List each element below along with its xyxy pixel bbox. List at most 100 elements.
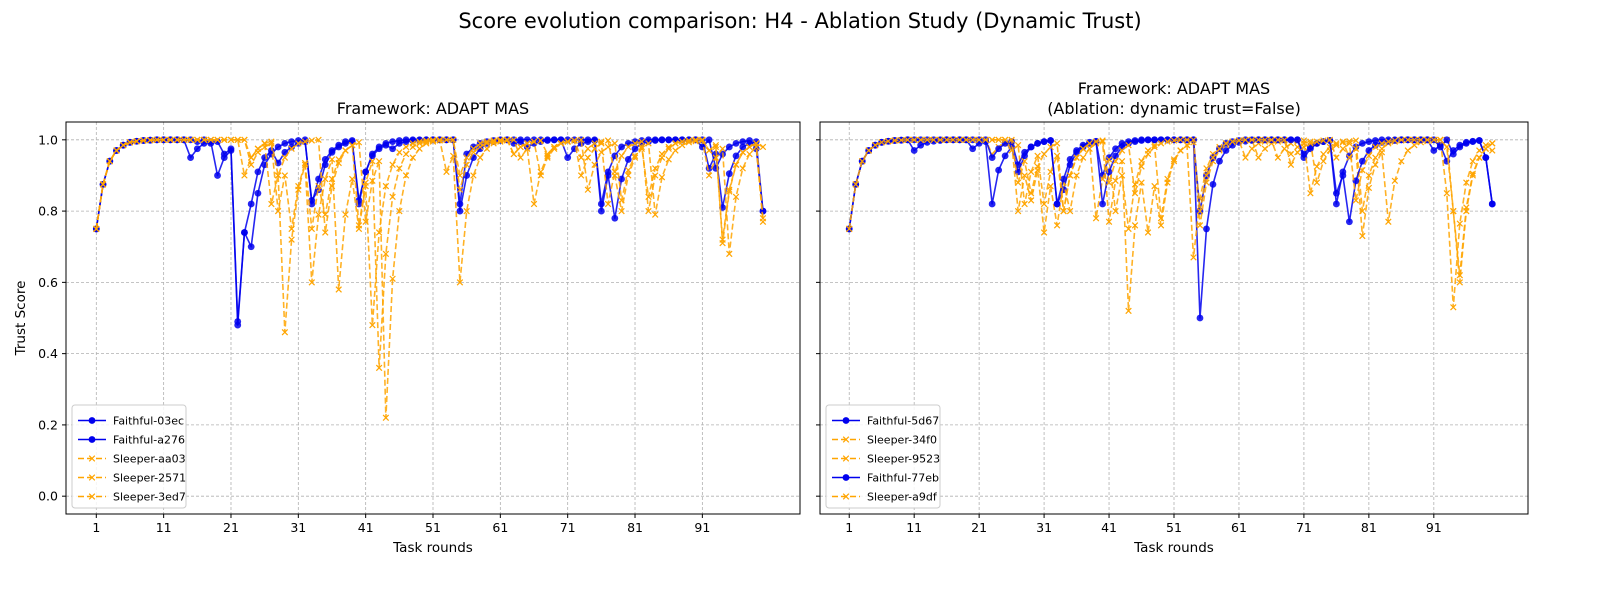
legend-label: Sleeper-34f0 — [867, 434, 937, 447]
x-tick-label: 51 — [1166, 520, 1182, 535]
data-point — [1073, 147, 1080, 154]
legend-label: Sleeper-2571 — [113, 472, 186, 485]
data-point — [1151, 143, 1158, 151]
data-point — [1138, 137, 1145, 144]
data-point — [247, 200, 255, 208]
data-point — [988, 154, 996, 162]
data-point — [1475, 137, 1483, 144]
data-point — [1066, 156, 1074, 163]
data-point — [1105, 156, 1113, 163]
data-point — [409, 143, 417, 151]
y-tick-label: 0.2 — [38, 417, 58, 432]
data-point — [1079, 141, 1087, 149]
data-point — [584, 136, 592, 144]
data-point — [705, 136, 713, 144]
data-point — [382, 414, 390, 422]
data-point — [1079, 145, 1087, 152]
data-point — [1320, 137, 1327, 144]
legend-swatch-marker — [88, 474, 96, 481]
legend-label: Sleeper-9523 — [867, 453, 940, 466]
data-point — [726, 188, 733, 195]
data-point — [402, 172, 410, 179]
data-point — [1047, 143, 1054, 151]
data-point — [355, 139, 363, 146]
data-point — [1125, 225, 1132, 233]
data-point — [739, 149, 746, 156]
series-line-Faithful-77eb — [848, 139, 1494, 230]
data-point — [247, 154, 255, 161]
data-point — [288, 225, 295, 233]
data-point — [1151, 136, 1158, 144]
data-point — [897, 136, 905, 144]
data-point — [1001, 152, 1009, 160]
data-point — [1118, 147, 1126, 154]
data-point — [517, 143, 524, 151]
data-point — [1326, 136, 1334, 144]
y-axis-label: Trust Score — [13, 281, 29, 357]
data-point — [1196, 314, 1204, 322]
data-point — [389, 138, 396, 146]
data-point — [1086, 140, 1093, 147]
data-point — [1359, 207, 1366, 215]
data-point — [1332, 200, 1340, 208]
data-point — [759, 218, 767, 226]
data-point — [308, 225, 316, 233]
data-point — [923, 136, 931, 144]
data-point — [1112, 145, 1119, 153]
data-point — [470, 145, 477, 152]
x-tick-label: 31 — [1036, 520, 1052, 535]
data-point — [295, 182, 302, 190]
data-point — [598, 138, 605, 145]
data-point — [1261, 145, 1269, 152]
data-point — [705, 147, 713, 154]
data-point — [194, 136, 201, 144]
data-point — [544, 136, 551, 144]
data-point — [227, 136, 235, 144]
data-point — [956, 136, 963, 144]
data-point — [624, 156, 632, 163]
data-point — [725, 143, 733, 151]
data-point — [1255, 154, 1262, 161]
data-point — [490, 137, 497, 144]
x-tick-label: 21 — [223, 520, 239, 535]
data-point — [1157, 214, 1165, 222]
data-point — [281, 139, 289, 147]
data-point — [1138, 163, 1145, 170]
data-point — [1053, 140, 1061, 147]
data-point — [328, 156, 336, 163]
series-Faithful-a276 — [92, 136, 767, 325]
data-point — [369, 177, 376, 185]
data-point — [910, 136, 918, 144]
data-point — [1307, 190, 1314, 197]
legend-label: Faithful-03ec — [113, 415, 184, 428]
data-point — [1365, 152, 1373, 160]
data-point — [1014, 207, 1022, 215]
data-point — [1339, 139, 1347, 146]
x-tick-label: 11 — [156, 520, 172, 535]
data-point — [1144, 150, 1152, 158]
data-point — [1040, 229, 1048, 236]
data-point — [1437, 136, 1444, 144]
x-tick-label: 91 — [694, 520, 710, 535]
data-point — [672, 147, 679, 154]
series-line-Faithful-a276 — [95, 139, 764, 323]
data-point — [342, 147, 349, 154]
series-Sleeper-aa03 — [93, 136, 767, 336]
data-point — [1131, 190, 1139, 197]
data-point — [712, 154, 720, 161]
data-point — [564, 154, 572, 162]
data-point — [1469, 138, 1477, 146]
legend-swatch-marker — [88, 436, 96, 443]
data-point — [604, 137, 612, 144]
data-point — [362, 168, 370, 176]
data-point — [995, 145, 1003, 153]
data-point — [564, 138, 571, 145]
data-point — [416, 145, 423, 152]
data-point — [618, 207, 625, 215]
data-point — [308, 137, 316, 144]
data-point — [1333, 141, 1340, 149]
x-tick-label: 41 — [1101, 520, 1117, 535]
data-point — [692, 138, 699, 145]
data-point — [651, 136, 659, 144]
data-point — [1313, 138, 1321, 145]
